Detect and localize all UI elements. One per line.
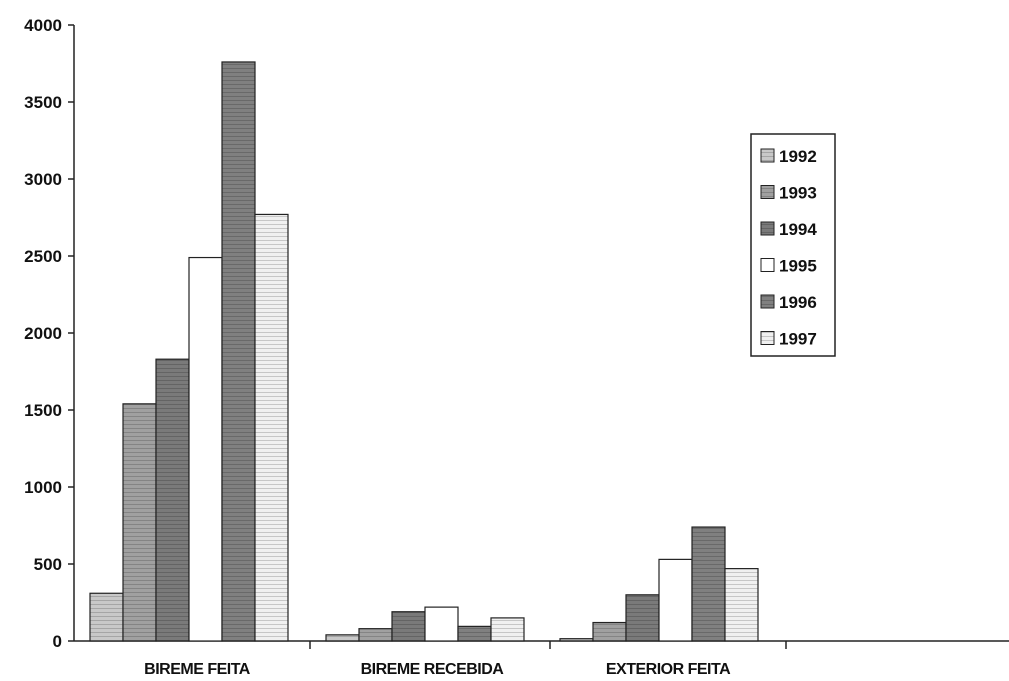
legend-label: 1993 <box>779 184 817 203</box>
y-tick-label: 0 <box>53 632 62 651</box>
y-tick-label: 1000 <box>24 478 62 497</box>
bar-1993-2 <box>592 621 627 642</box>
bar-1995-1 <box>424 606 459 642</box>
bars <box>89 61 759 642</box>
legend-box <box>750 133 836 357</box>
y-tick-labels: 0 500 1000 1500 2000 2500 3000 3500 4000 <box>24 16 62 651</box>
bar-1997-2 <box>724 568 759 642</box>
legend: 1992 1993 1994 1995 1996 1997 <box>750 133 836 357</box>
legend-label: 1995 <box>779 257 817 276</box>
bar-1992-0 <box>89 592 124 642</box>
legend-label: 1996 <box>779 293 817 312</box>
category-label: BIREME FEITA <box>144 661 251 678</box>
bar-1992-1 <box>325 634 360 642</box>
bar-1996-2 <box>691 526 726 642</box>
legend-swatch <box>760 294 775 309</box>
legend-swatch <box>760 221 775 236</box>
legend-swatch <box>760 148 775 163</box>
bar-1995-0 <box>188 256 223 642</box>
bar-1993-1 <box>358 628 393 642</box>
bar-1994-1 <box>391 611 426 642</box>
bar-1994-0 <box>155 358 190 642</box>
y-tick-label: 2500 <box>24 247 62 266</box>
category-label: EXTERIOR FEITA <box>606 661 731 678</box>
legend-swatch <box>760 258 775 272</box>
y-tick-label: 3000 <box>24 170 62 189</box>
legend-swatch <box>760 185 775 199</box>
legend-label: 1994 <box>779 220 817 239</box>
bar-1995-2 <box>658 558 693 642</box>
y-tick-label: 500 <box>34 555 62 574</box>
legend-label: 1992 <box>779 147 817 166</box>
category-labels: BIREME FEITA BIREME RECEBIDA EXTERIOR FEIT… <box>144 661 731 678</box>
y-tick-label: 2000 <box>24 324 62 343</box>
legend-swatch <box>760 331 775 345</box>
bar-1997-0 <box>254 213 289 642</box>
y-tick-label: 3500 <box>24 93 62 112</box>
bar-1993-0 <box>122 403 157 642</box>
category-label: BIREME RECEBIDA <box>361 661 505 678</box>
y-tick-label: 1500 <box>24 401 62 420</box>
bar-1997-1 <box>490 617 525 642</box>
legend-label: 1997 <box>779 330 817 349</box>
bar-1996-1 <box>457 625 492 642</box>
bar-1994-2 <box>625 594 660 642</box>
bar-1992-2 <box>559 638 594 642</box>
y-tick-label: 4000 <box>24 16 62 35</box>
bar-1996-0 <box>221 61 256 642</box>
